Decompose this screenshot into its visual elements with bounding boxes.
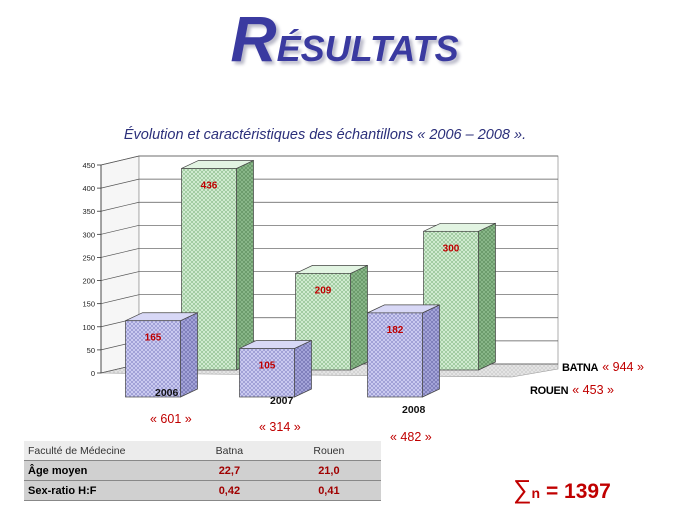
- data-label: 300: [443, 243, 460, 254]
- gridline: [100, 271, 558, 281]
- bar-front: [181, 168, 237, 371]
- table-cell: Âge moyen: [24, 460, 182, 481]
- x-tick-label: 2008: [402, 404, 426, 416]
- y-tick-label: 400: [82, 184, 95, 193]
- legend-batna-count: « 944 »: [602, 360, 644, 374]
- y-tick-label: 300: [82, 230, 95, 239]
- gridline: [100, 178, 558, 189]
- total-subscript: n: [531, 485, 541, 501]
- year-total-2008: « 482 »: [390, 430, 432, 444]
- y-tick-label: 100: [82, 323, 95, 332]
- legend-rouen: ROUEN « 453 »: [530, 383, 614, 397]
- table-header-cell: Batna: [182, 441, 277, 461]
- year-total-2007: « 314 »: [259, 420, 301, 434]
- sigma-symbol: ∑: [513, 474, 532, 504]
- y-tick-label: 450: [82, 161, 95, 170]
- y-tick-label: 200: [82, 277, 95, 286]
- table-header-cell: Rouen: [276, 441, 381, 461]
- bar-rouen-2008: [367, 304, 440, 398]
- bar-side: [180, 312, 198, 398]
- bar-side: [478, 222, 496, 371]
- y-tick-label: 250: [82, 253, 95, 262]
- gridline: [100, 248, 558, 258]
- y-tick-label: 50: [87, 346, 95, 355]
- table-cell: 0,41: [276, 480, 381, 501]
- x-tick-label: 2006: [155, 387, 179, 399]
- table-header-cell: Faculté de Médecine: [24, 441, 182, 461]
- legend-batna-label: BATNA: [562, 362, 599, 374]
- data-label: 182: [387, 325, 404, 336]
- y-tick-label: 150: [82, 300, 95, 309]
- chart-subtitle: Évolution et caractéristiques des échant…: [123, 127, 527, 143]
- table-cell: Sex-ratio H:F: [24, 480, 182, 501]
- total-count: ∑n = 1397: [513, 474, 611, 505]
- data-label: 165: [145, 333, 162, 344]
- y-tick-label: 0: [91, 369, 95, 378]
- data-label: 105: [259, 360, 276, 371]
- bar-side: [294, 339, 312, 398]
- table-cell: 21,0: [276, 460, 381, 481]
- table-cell: 22,7: [182, 460, 277, 481]
- total-equals: =: [540, 480, 565, 503]
- legend-batna: BATNA « 944 »: [562, 360, 644, 374]
- bar-front: [367, 312, 423, 398]
- title-initial: R: [230, 3, 277, 75]
- bar-side: [422, 304, 440, 398]
- gridline: [100, 155, 558, 166]
- bar-rouen-2007: [239, 339, 312, 398]
- bar-batna-2006: [181, 159, 254, 371]
- legend-rouen-count: « 453 »: [572, 383, 614, 397]
- bar-rouen-2006: [125, 312, 198, 398]
- bar-side: [350, 264, 368, 371]
- table-row: Sex-ratio H:F 0,42 0,41: [24, 480, 381, 501]
- bar-side: [236, 159, 254, 371]
- gridline: [100, 224, 558, 235]
- table-row: Âge moyen 22,7 21,0: [24, 460, 381, 481]
- bar-front: [125, 320, 181, 398]
- x-tick-label: 2007: [270, 395, 294, 407]
- page-title: RÉSULTATS: [0, 2, 689, 76]
- stats-table: Faculté de Médecine Batna Rouen Âge moye…: [24, 441, 381, 501]
- title-rest: ÉSULTATS: [276, 28, 459, 69]
- total-value: 1397: [564, 480, 611, 503]
- year-total-2006: « 601 »: [150, 412, 192, 426]
- table-header-row: Faculté de Médecine Batna Rouen: [24, 441, 381, 461]
- data-label: 209: [315, 285, 332, 296]
- y-tick-label: 350: [82, 207, 95, 216]
- table-cell: 0,42: [182, 480, 277, 501]
- bar-front: [239, 348, 295, 398]
- gridline: [100, 201, 558, 212]
- bar-chart: 0 50 100 150 200 250 300 350 400 450 436 209 300 165 1…: [82, 155, 559, 416]
- gridline: [100, 294, 558, 305]
- legend-rouen-label: ROUEN: [530, 385, 569, 397]
- data-label: 436: [201, 180, 218, 191]
